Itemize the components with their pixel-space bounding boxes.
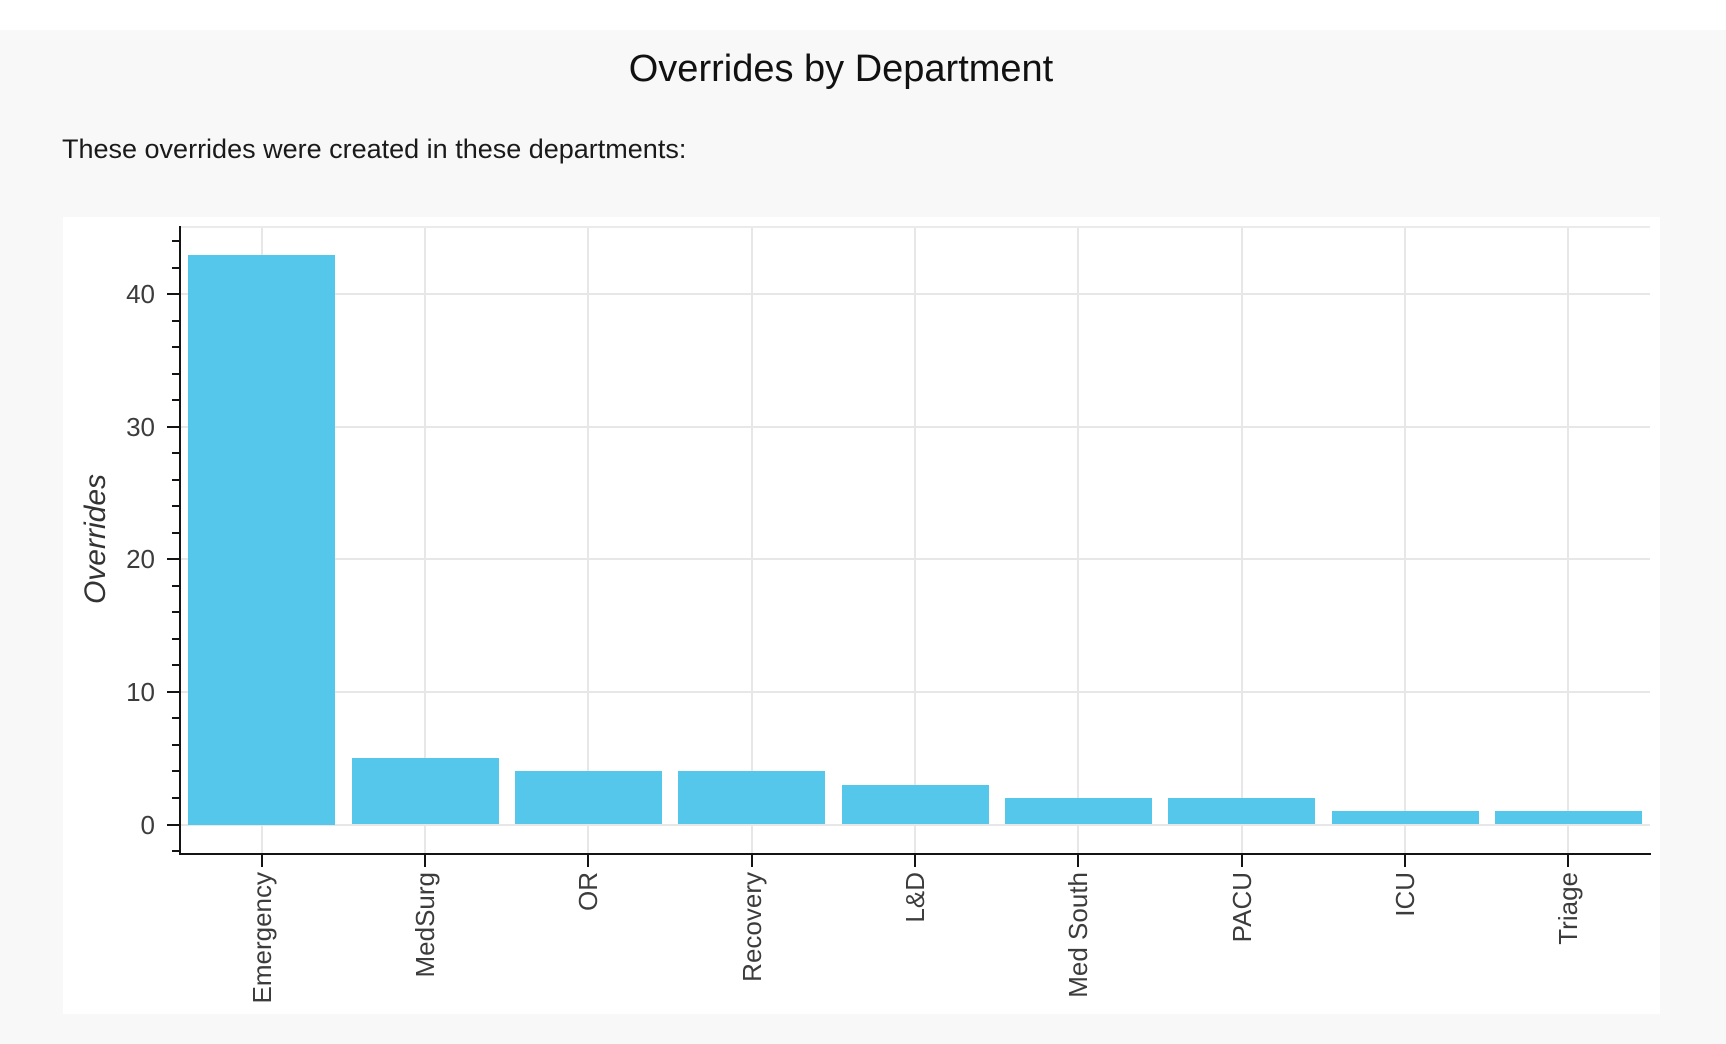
x-tick-label: Triage [1553, 872, 1584, 945]
gridline-vertical [750, 226, 753, 853]
bar-med-south [1004, 797, 1152, 825]
y-tick-label: 0 [140, 809, 155, 840]
x-tick-label: L&D [900, 872, 930, 923]
y-axis-spine [179, 226, 181, 855]
y-tick-minor [172, 319, 179, 322]
y-tick-minor [172, 770, 179, 773]
gridline-vertical [1404, 226, 1406, 853]
bar-recovery [678, 771, 826, 825]
y-tick-major [167, 425, 179, 428]
bar-triage [1494, 811, 1642, 825]
chart-title: Overrides by Department [628, 48, 1054, 90]
plot-panel [180, 226, 1650, 853]
bar-pacu [1168, 797, 1316, 825]
x-tick [1240, 855, 1243, 867]
y-tick-minor [172, 850, 179, 852]
y-tick-minor [172, 346, 179, 349]
x-tick [1567, 855, 1570, 867]
y-tick-label: 30 [126, 411, 155, 442]
bar-l-d [841, 784, 989, 825]
gridline-vertical [1077, 226, 1080, 853]
x-tick [914, 855, 916, 867]
y-tick-major [167, 558, 179, 561]
gridline-vertical [1240, 226, 1243, 853]
x-tick-label: OR [573, 872, 604, 911]
gridline-vertical [914, 226, 916, 853]
x-tick-label: ICU [1390, 872, 1420, 917]
y-tick-label: 40 [126, 279, 155, 310]
gridline-vertical [1567, 226, 1570, 853]
x-tick-label: Med South [1063, 872, 1094, 998]
panel-top-edge [180, 226, 1650, 228]
x-tick-label: MedSurg [410, 872, 440, 978]
y-tick-minor [172, 796, 179, 799]
x-tick-label: PACU [1226, 872, 1257, 943]
y-tick-label: 20 [126, 544, 155, 575]
y-tick-minor [172, 266, 179, 269]
y-tick-minor [172, 584, 179, 587]
x-tick [1404, 855, 1406, 867]
y-tick-minor [172, 717, 179, 720]
top-white-band [0, 0, 1726, 30]
y-tick-minor [172, 531, 179, 534]
y-tick-minor [172, 637, 179, 640]
y-tick-major [167, 823, 179, 826]
chart-subtitle: These overrides were created in these de… [62, 134, 687, 164]
bar-emergency [188, 254, 336, 825]
x-tick [587, 855, 590, 867]
y-tick-major [167, 293, 179, 296]
y-tick-major [167, 690, 179, 693]
x-axis-spine [179, 853, 1651, 855]
y-tick-minor [172, 664, 179, 667]
y-tick-minor [172, 743, 179, 746]
x-tick [750, 855, 753, 867]
x-tick-label: Emergency [246, 872, 277, 1004]
y-tick-minor [172, 505, 179, 508]
y-tick-label: 10 [126, 676, 155, 707]
y-tick-minor [172, 478, 179, 481]
x-tick [260, 855, 263, 867]
y-tick-minor [172, 372, 179, 375]
gridline-vertical [587, 226, 590, 853]
x-tick-label: Recovery [736, 872, 767, 982]
x-tick [1077, 855, 1080, 867]
y-tick-minor [172, 240, 179, 243]
x-tick [424, 855, 426, 867]
y-tick-minor [172, 399, 179, 402]
y-axis-title-text: Overrides [79, 473, 112, 605]
y-tick-minor [172, 611, 179, 614]
bar-medsurg [351, 758, 499, 825]
y-tick-minor [172, 452, 179, 455]
gridline-vertical [424, 226, 426, 853]
bar-or [514, 771, 662, 825]
chart-figure: Overrides 0 10 20 30 40 Emergency MedSurg OR Rec… [63, 217, 1660, 1014]
bar-icu [1331, 811, 1479, 825]
